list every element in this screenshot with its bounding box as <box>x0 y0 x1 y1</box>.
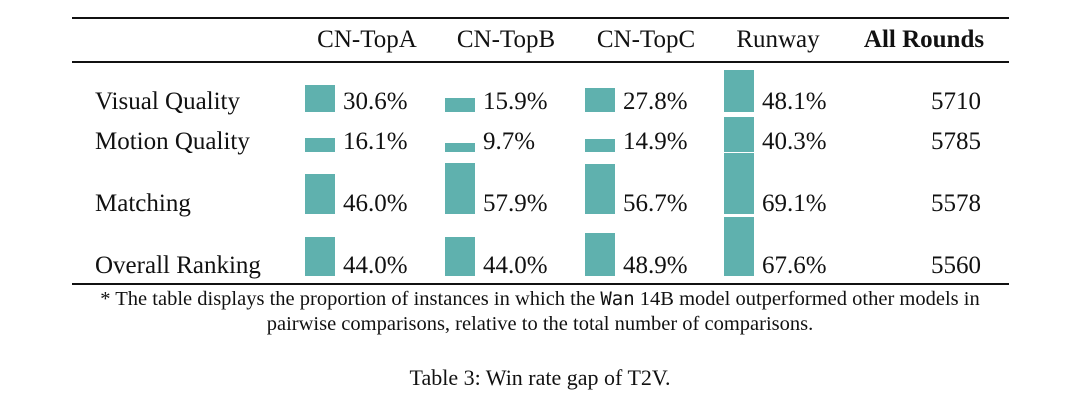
win-rate-bar <box>724 69 754 112</box>
win-rate-bar <box>724 216 754 276</box>
column-header-all-rounds: All Rounds <box>863 26 985 53</box>
footnote-text-end: 14B model outperformed other models in <box>634 288 980 310</box>
win-rate-bar <box>724 116 754 152</box>
win-rate-value: 16.1% <box>343 128 408 155</box>
win-rate-bar <box>724 153 754 214</box>
win-rate-value: 44.0% <box>483 252 548 279</box>
win-rate-value: 14.9% <box>623 128 688 155</box>
row-label: Visual Quality <box>95 88 241 115</box>
win-rate-bar <box>305 237 335 276</box>
row-label: Matching <box>95 190 191 217</box>
column-header-cn-topa: CN-TopA <box>317 26 417 53</box>
bottom-rule <box>72 283 1009 285</box>
row-label: Overall Ranking <box>95 252 261 279</box>
column-header-runway: Runway <box>736 26 820 53</box>
win-rate-value: 27.8% <box>623 88 688 115</box>
win-rate-value: 15.9% <box>483 88 548 115</box>
win-rate-value: 48.1% <box>762 88 827 115</box>
all-rounds-value: 5710 <box>931 88 981 115</box>
win-rate-bar <box>305 137 335 152</box>
win-rate-value: 48.9% <box>623 252 688 279</box>
footnote-text-line2: pairwise comparisons, relative to the to… <box>266 313 814 335</box>
table-footnote: * The table displays the proportion of i… <box>0 287 1080 337</box>
all-rounds-value: 5560 <box>931 252 981 279</box>
results-table: CN-TopA CN-TopB CN-TopC Runway All Round… <box>72 17 1009 285</box>
column-header-cn-topb: CN-TopB <box>456 26 556 53</box>
win-rate-value: 69.1% <box>762 190 827 217</box>
all-rounds-value: 5785 <box>931 128 981 155</box>
win-rate-bar <box>305 85 335 112</box>
footnote-model-code: Wan <box>600 288 635 310</box>
win-rate-bar <box>585 164 615 214</box>
footnote-text-start: * The table displays the proportion of i… <box>100 288 601 310</box>
table-caption: Table 3: Win rate gap of T2V. <box>409 365 671 390</box>
win-rate-value: 44.0% <box>343 252 408 279</box>
win-rate-value: 56.7% <box>623 190 688 217</box>
win-rate-value: 46.0% <box>343 190 408 217</box>
row-label: Motion Quality <box>95 128 250 155</box>
win-rate-value: 9.7% <box>483 128 536 155</box>
win-rate-value: 40.3% <box>762 128 827 155</box>
win-rate-bar <box>445 98 475 112</box>
win-rate-bar <box>585 138 615 152</box>
column-header-cn-topc: CN-TopC <box>596 26 696 53</box>
win-rate-bar <box>585 87 615 112</box>
win-rate-value: 67.6% <box>762 252 827 279</box>
win-rate-bar <box>445 163 475 214</box>
top-rule <box>72 17 1009 19</box>
all-rounds-value: 5578 <box>931 190 981 217</box>
win-rate-value: 57.9% <box>483 190 548 217</box>
header-rule <box>72 61 1009 63</box>
win-rate-value: 30.6% <box>343 88 408 115</box>
win-rate-bar <box>585 232 615 276</box>
win-rate-bar <box>445 237 475 276</box>
win-rate-bar <box>305 173 335 214</box>
win-rate-bar <box>445 143 475 152</box>
